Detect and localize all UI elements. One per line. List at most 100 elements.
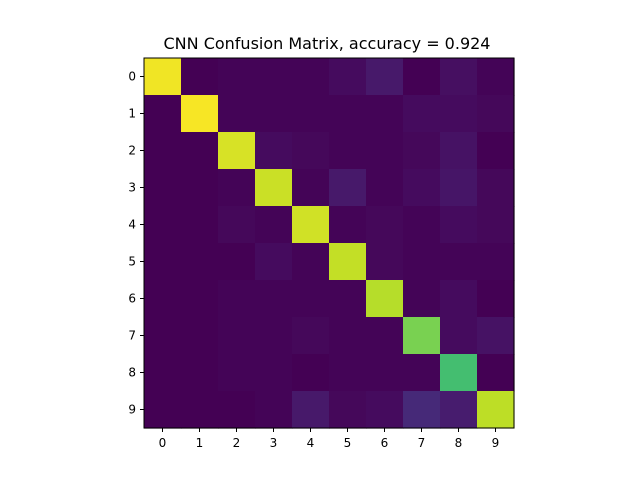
- cell-r2-c9: [477, 132, 515, 170]
- cell-r9-c0: [144, 391, 182, 429]
- cell-r9-c8: [440, 391, 478, 429]
- cell-r7-c0: [144, 317, 182, 355]
- cell-r8-c0: [144, 354, 182, 392]
- cell-r8-c9: [477, 354, 515, 392]
- cell-r1-c4: [292, 95, 330, 133]
- cell-r9-c1: [181, 391, 219, 429]
- cell-r7-c6: [366, 317, 404, 355]
- cell-r9-c9: [477, 391, 515, 429]
- cell-r7-c1: [181, 317, 219, 355]
- cell-r1-c8: [440, 95, 478, 133]
- cell-r3-c6: [366, 169, 404, 207]
- cell-r5-c8: [440, 243, 478, 281]
- cell-r5-c9: [477, 243, 515, 281]
- cell-r4-c6: [366, 206, 404, 244]
- cell-r6-c0: [144, 280, 182, 318]
- x-tick-label-3: 3: [270, 436, 278, 450]
- cell-r3-c3: [255, 169, 293, 207]
- cell-r2-c2: [218, 132, 256, 170]
- cell-r7-c2: [218, 317, 256, 355]
- y-axis-ticks: 0 1 2 3 4 5 6 7 8 9: [128, 70, 144, 417]
- cell-r4-c2: [218, 206, 256, 244]
- heatmap-cells: [144, 58, 515, 429]
- y-tick-label-4: 4: [128, 218, 136, 232]
- cell-r3-c7: [403, 169, 441, 207]
- cell-r5-c4: [292, 243, 330, 281]
- cell-r9-c2: [218, 391, 256, 429]
- cell-r1-c5: [329, 95, 367, 133]
- cell-r7-c3: [255, 317, 293, 355]
- cell-r8-c8: [440, 354, 478, 392]
- cell-r8-c5: [329, 354, 367, 392]
- cell-r3-c0: [144, 169, 182, 207]
- cell-r9-c6: [366, 391, 404, 429]
- cell-r8-c3: [255, 354, 293, 392]
- cell-r7-c9: [477, 317, 515, 355]
- cell-r3-c4: [292, 169, 330, 207]
- cell-r1-c3: [255, 95, 293, 133]
- cell-r0-c4: [292, 58, 330, 96]
- cell-r0-c9: [477, 58, 515, 96]
- cell-r1-c6: [366, 95, 404, 133]
- cell-r5-c2: [218, 243, 256, 281]
- cell-r4-c4: [292, 206, 330, 244]
- y-tick-label-0: 0: [128, 70, 136, 84]
- cell-r4-c7: [403, 206, 441, 244]
- cell-r4-c9: [477, 206, 515, 244]
- cell-r9-c5: [329, 391, 367, 429]
- cell-r3-c8: [440, 169, 478, 207]
- cell-r2-c3: [255, 132, 293, 170]
- cell-r8-c6: [366, 354, 404, 392]
- x-tick-label-0: 0: [159, 436, 167, 450]
- cell-r3-c9: [477, 169, 515, 207]
- cell-r1-c7: [403, 95, 441, 133]
- cell-r8-c4: [292, 354, 330, 392]
- cell-r6-c2: [218, 280, 256, 318]
- y-tick-label-8: 8: [128, 366, 136, 380]
- cell-r1-c0: [144, 95, 182, 133]
- x-tick-label-8: 8: [455, 436, 463, 450]
- cell-r6-c1: [181, 280, 219, 318]
- cell-r9-c3: [255, 391, 293, 429]
- x-axis-ticks: 0 1 2 3 4 5 6 7 8 9: [159, 428, 500, 450]
- cell-r0-c0: [144, 58, 182, 96]
- plot-frame: [143, 57, 515, 429]
- cell-r0-c6: [366, 58, 404, 96]
- cell-r8-c2: [218, 354, 256, 392]
- cell-r4-c0: [144, 206, 182, 244]
- y-tick-label-5: 5: [128, 255, 136, 269]
- cell-r2-c4: [292, 132, 330, 170]
- y-tick-label-1: 1: [128, 107, 136, 121]
- cell-r5-c5: [329, 243, 367, 281]
- x-tick-label-1: 1: [196, 436, 204, 450]
- cell-r6-c5: [329, 280, 367, 318]
- cell-r6-c3: [255, 280, 293, 318]
- cell-r3-c5: [329, 169, 367, 207]
- cell-r0-c3: [255, 58, 293, 96]
- x-tick-label-5: 5: [344, 436, 352, 450]
- cell-r5-c1: [181, 243, 219, 281]
- cell-r2-c0: [144, 132, 182, 170]
- cell-r2-c5: [329, 132, 367, 170]
- cell-r1-c9: [477, 95, 515, 133]
- cell-r9-c4: [292, 391, 330, 429]
- cell-r6-c6: [366, 280, 404, 318]
- cell-r7-c8: [440, 317, 478, 355]
- cell-r6-c7: [403, 280, 441, 318]
- cell-r4-c1: [181, 206, 219, 244]
- cell-r0-c1: [181, 58, 219, 96]
- cell-r9-c7: [403, 391, 441, 429]
- cell-r7-c4: [292, 317, 330, 355]
- cell-r6-c8: [440, 280, 478, 318]
- cell-r2-c1: [181, 132, 219, 170]
- y-tick-label-2: 2: [128, 144, 136, 158]
- cell-r1-c2: [218, 95, 256, 133]
- x-tick-label-6: 6: [381, 436, 389, 450]
- y-tick-label-7: 7: [128, 329, 136, 343]
- cell-r3-c1: [181, 169, 219, 207]
- cell-r2-c8: [440, 132, 478, 170]
- chart-title: CNN Confusion Matrix, accuracy = 0.924: [164, 34, 491, 53]
- x-tick-label-9: 9: [492, 436, 500, 450]
- y-tick-label-3: 3: [128, 181, 136, 195]
- cell-r0-c7: [403, 58, 441, 96]
